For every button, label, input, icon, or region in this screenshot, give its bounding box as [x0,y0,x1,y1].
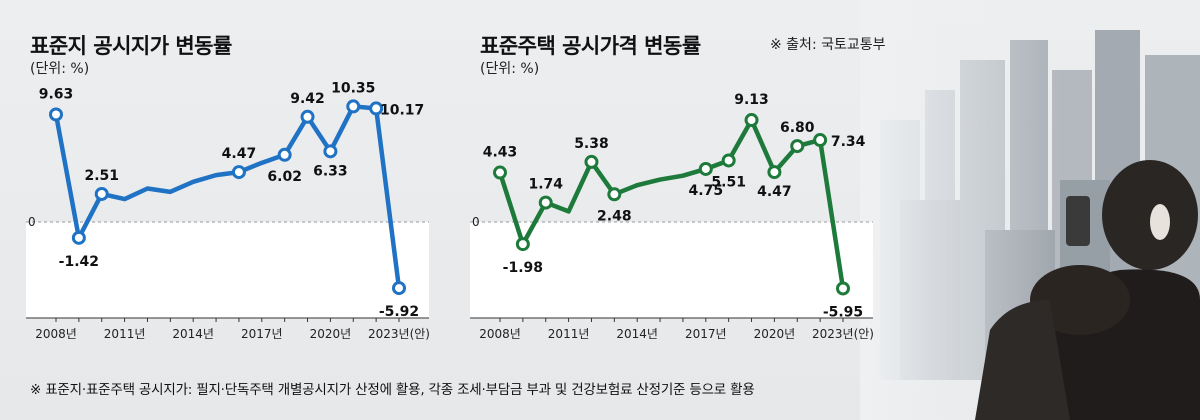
house-value-label: 4.43 [483,145,518,161]
source-note: ※ 출처: 국토교통부 [770,37,886,53]
land-data-point [231,165,246,180]
land-chart-unit: (단위: %) [30,61,90,77]
land-value-label: 6.02 [267,169,302,185]
land-tick-label: 2011년 [104,327,146,341]
land-value-label: 2.51 [84,168,119,184]
land-value-label: 10.35 [331,80,375,96]
house-data-point [721,153,736,168]
house-data-point [515,237,530,252]
land-value-label: 10.17 [380,102,424,118]
house-data-point [767,165,782,180]
house-tick-label: 2020년 [754,327,796,341]
land-data-point [49,107,63,122]
land-data-point [71,230,86,245]
land-tick-label: 2020년 [310,327,352,341]
house-data-point [607,187,622,202]
footnote: ※ 표준지·표준주택 공시지가: 필지·단독주택 개별공시지가 산정에 활용, … [30,382,755,398]
house-value-label: 6.80 [780,120,815,136]
house-tick-label: 2011년 [548,327,590,341]
land-series-line [53,104,402,291]
people-silhouette [975,160,1200,420]
land-value-label: -5.92 [379,304,419,320]
house-data-point [790,139,805,154]
house-data-point [813,133,828,148]
house-value-label: 4.75 [689,183,724,199]
house-data-point [744,113,759,128]
house-value-label: 9.13 [734,92,769,108]
house-series-line [497,117,846,291]
land-value-label: 6.33 [313,163,348,179]
house-value-label: 2.48 [597,208,632,224]
land-value-label: 4.47 [222,146,257,162]
house-negative-area [470,222,873,318]
house-value-label: 7.34 [831,134,866,150]
house-chart-title: 표준주택 공시가격 변동률 [480,34,701,58]
house-zero-label: 0 [472,215,480,229]
land-value-label: 9.63 [39,86,74,102]
house-value-label: -5.95 [823,304,863,320]
land-tick-label: 2014년 [172,327,214,341]
house-tick-label: 2017년 [685,327,727,341]
land-tick-label: 2008년 [35,327,77,341]
house-chart-unit: (단위: %) [480,61,540,77]
house-data-point [538,195,553,210]
land-value-label: 9.42 [290,91,325,107]
house-tick-label: 2023년(안) [812,327,874,341]
house-data-point [836,281,850,296]
house-data-point [698,161,713,176]
land-negative-area [26,222,429,318]
land-tick-label: 2017년 [241,327,283,341]
land-data-point [300,109,315,124]
land-data-point [323,144,338,159]
land-tick-label: 2023년(안) [368,327,430,341]
land-data-point [392,281,406,296]
house-data-point [584,154,599,169]
land-chart-title: 표준지 공시지가 변동률 [30,34,232,58]
land-data-point [369,101,384,116]
land-data-point [277,147,292,162]
land-data-point [346,99,361,114]
house-tick-label: 2008년 [479,327,521,341]
house-tick-label: 2014년 [616,327,658,341]
house-value-label: -1.98 [503,260,543,276]
land-value-label: -1.42 [59,254,99,270]
house-value-label: 4.47 [757,184,792,200]
house-value-label: 5.51 [711,174,746,190]
land-data-point [94,186,109,201]
house-value-label: 5.38 [574,136,609,152]
land-zero-label: 0 [28,215,36,229]
house-data-point [493,165,507,180]
house-value-label: 1.74 [528,177,563,193]
